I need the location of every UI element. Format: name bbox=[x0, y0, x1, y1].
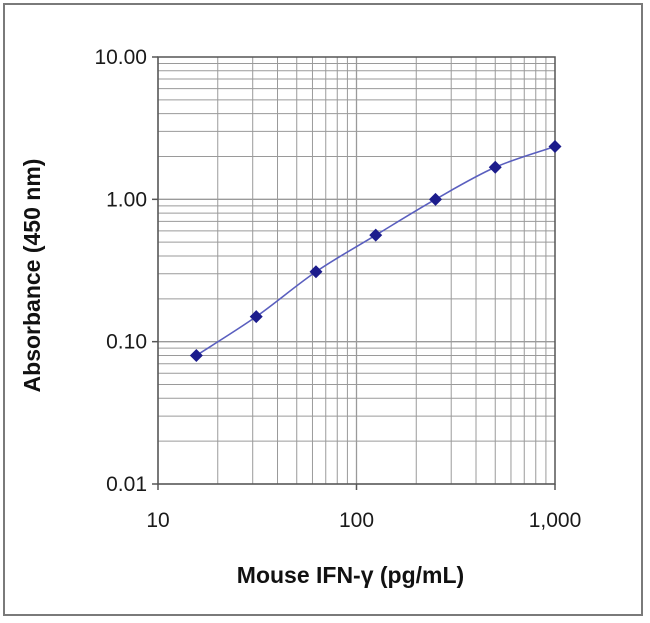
y-tick-label: 0.10 bbox=[106, 331, 147, 354]
y-axis-tick-labels: 0.01 0.10 1.00 10.00 bbox=[94, 46, 158, 496]
x-tick-label: 10 bbox=[146, 509, 169, 532]
y-tick-label: 0.01 bbox=[106, 473, 147, 496]
data-point bbox=[249, 310, 263, 324]
data-points bbox=[189, 140, 562, 362]
grid-lines bbox=[157, 57, 555, 485]
data-point bbox=[488, 160, 502, 174]
data-point bbox=[369, 228, 383, 242]
series-line bbox=[195, 145, 556, 357]
y-tick-label: 10.00 bbox=[94, 46, 147, 69]
x-axis-title: Mouse IFN-γ (pg/mL) bbox=[237, 562, 464, 588]
x-tick-label: 1,000 bbox=[529, 509, 582, 532]
data-point bbox=[189, 348, 203, 362]
x-tick-label: 100 bbox=[339, 509, 374, 532]
y-tick-label: 1.00 bbox=[106, 188, 147, 211]
data-point bbox=[309, 265, 323, 279]
x-axis-tick-labels: 10 100 1,000 bbox=[146, 484, 581, 532]
chart-frame bbox=[3, 3, 643, 616]
data-point bbox=[428, 192, 442, 206]
y-axis-title: Absorbance (450 nm) bbox=[19, 159, 45, 393]
data-point bbox=[548, 140, 562, 154]
